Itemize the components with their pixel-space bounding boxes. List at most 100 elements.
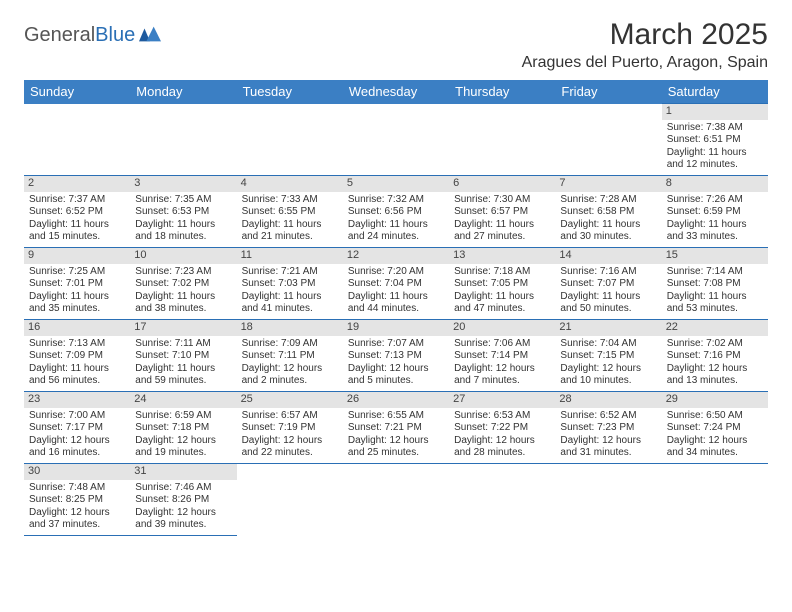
day-cell: 23Sunrise: 7:00 AMSunset: 7:17 PMDayligh…	[24, 392, 130, 464]
sunset-text: Sunset: 7:13 PM	[348, 350, 444, 363]
empty-cell	[343, 464, 449, 536]
sunrise-text: Sunrise: 7:06 AM	[454, 338, 550, 351]
day-details: Sunrise: 7:18 AMSunset: 7:05 PMDaylight:…	[453, 266, 551, 316]
daylight-text: Daylight: 11 hours and 59 minutes.	[135, 363, 231, 388]
empty-cell	[662, 464, 768, 536]
day-cell: 14 Sunrise: 7:16 AMSunset: 7:07 PMDayligh…	[555, 248, 661, 320]
day-number: 7	[555, 176, 661, 192]
day-number: 3	[130, 176, 236, 192]
day-number: 6	[449, 176, 555, 192]
day-details: Sunrise: 7:09 AMSunset: 7:11 PMDaylight:…	[241, 338, 339, 388]
day-details: Sunrise: 7:11 AMSunset: 7:10 PMDaylight:…	[134, 338, 232, 388]
day-details: Sunrise: 6:55 AMSunset: 7:21 PMDaylight:…	[347, 410, 445, 460]
daylight-text: Daylight: 11 hours and 47 minutes.	[454, 291, 550, 316]
weekday-header: Friday	[555, 80, 661, 104]
sunrise-text: Sunrise: 7:38 AM	[667, 122, 763, 135]
daylight-text: Daylight: 12 hours and 19 minutes.	[135, 435, 231, 460]
day-number: 1	[662, 104, 768, 120]
month-title: March 2025	[522, 18, 768, 52]
flag-icon	[139, 26, 161, 42]
daylight-text: Daylight: 12 hours and 2 minutes.	[242, 363, 338, 388]
sunset-text: Sunset: 8:26 PM	[135, 494, 231, 507]
day-cell: 31Sunrise: 7:46 AMSunset: 8:26 PMDayligh…	[130, 464, 236, 536]
day-details: Sunrise: 7:04 AMSunset: 7:15 PMDaylight:…	[559, 338, 657, 388]
sunrise-text: Sunrise: 7:28 AM	[560, 194, 656, 207]
day-details: Sunrise: 7:28 AMSunset: 6:58 PMDaylight:…	[559, 194, 657, 244]
day-number: 8	[662, 176, 768, 192]
day-details: Sunrise: 7:21 AMSunset: 7:03 PMDaylight:…	[241, 266, 339, 316]
sunset-text: Sunset: 6:52 PM	[29, 206, 125, 219]
daylight-text: Daylight: 12 hours and 25 minutes.	[348, 435, 444, 460]
sunrise-text: Sunrise: 6:59 AM	[135, 410, 231, 423]
empty-cell	[237, 464, 343, 536]
day-cell: 27Sunrise: 6:53 AMSunset: 7:22 PMDayligh…	[449, 392, 555, 464]
day-cell: 2Sunrise: 7:37 AMSunset: 6:52 PMDaylight…	[24, 176, 130, 248]
sunset-text: Sunset: 7:18 PM	[135, 422, 231, 435]
day-cell: 15Sunrise: 7:14 AMSunset: 7:08 PMDayligh…	[662, 248, 768, 320]
daylight-text: Daylight: 11 hours and 38 minutes.	[135, 291, 231, 316]
sunset-text: Sunset: 7:10 PM	[135, 350, 231, 363]
sunrise-text: Sunrise: 7:37 AM	[29, 194, 125, 207]
sunrise-text: Sunrise: 7:48 AM	[29, 482, 125, 495]
day-details: Sunrise: 6:53 AMSunset: 7:22 PMDaylight:…	[453, 410, 551, 460]
daylight-text: Daylight: 11 hours and 41 minutes.	[242, 291, 338, 316]
day-number: 4	[237, 176, 343, 192]
sunset-text: Sunset: 7:09 PM	[29, 350, 125, 363]
calendar-row: 16Sunrise: 7:13 AMSunset: 7:09 PMDayligh…	[24, 320, 768, 392]
day-details: Sunrise: 7:16 AMSunset: 7:07 PMDaylight:…	[559, 266, 657, 316]
day-details: Sunrise: 7:48 AMSunset: 8:25 PMDaylight:…	[28, 482, 126, 532]
sunrise-text: Sunrise: 7:35 AM	[135, 194, 231, 207]
logo-text-general: General	[24, 24, 95, 46]
sunset-text: Sunset: 7:05 PM	[454, 278, 550, 291]
daylight-text: Daylight: 11 hours and 27 minutes.	[454, 219, 550, 244]
weekday-header: Monday	[130, 80, 236, 104]
day-details: Sunrise: 7:06 AMSunset: 7:14 PMDaylight:…	[453, 338, 551, 388]
day-number: 22	[662, 320, 768, 336]
day-details: Sunrise: 7:46 AMSunset: 8:26 PMDaylight:…	[134, 482, 232, 532]
day-details: Sunrise: 6:52 AMSunset: 7:23 PMDaylight:…	[559, 410, 657, 460]
sunrise-text: Sunrise: 7:26 AM	[667, 194, 763, 207]
sunrise-text: Sunrise: 6:55 AM	[348, 410, 444, 423]
sunrise-text: Sunrise: 7:21 AM	[242, 266, 338, 279]
sunrise-text: Sunrise: 7:00 AM	[29, 410, 125, 423]
sunset-text: Sunset: 7:11 PM	[242, 350, 338, 363]
day-number: 17	[130, 320, 236, 336]
empty-cell	[555, 464, 661, 536]
sunset-text: Sunset: 7:15 PM	[560, 350, 656, 363]
day-cell: 11Sunrise: 7:21 AMSunset: 7:03 PMDayligh…	[237, 248, 343, 320]
day-details: Sunrise: 7:37 AMSunset: 6:52 PMDaylight:…	[28, 194, 126, 244]
sunset-text: Sunset: 7:23 PM	[560, 422, 656, 435]
sunrise-text: Sunrise: 7:09 AM	[242, 338, 338, 351]
sunrise-text: Sunrise: 6:57 AM	[242, 410, 338, 423]
sunset-text: Sunset: 7:21 PM	[348, 422, 444, 435]
weekday-header: Wednesday	[343, 80, 449, 104]
day-number: 9	[24, 248, 130, 264]
day-number: 14	[555, 248, 661, 264]
day-number: 26	[343, 392, 449, 408]
day-cell: 20Sunrise: 7:06 AMSunset: 7:14 PMDayligh…	[449, 320, 555, 392]
sunrise-text: Sunrise: 7:32 AM	[348, 194, 444, 207]
day-cell: 12Sunrise: 7:20 AMSunset: 7:04 PMDayligh…	[343, 248, 449, 320]
sunrise-text: Sunrise: 7:20 AM	[348, 266, 444, 279]
day-cell: 24 Sunrise: 6:59 AMSunset: 7:18 PMDayligh…	[130, 392, 236, 464]
sunset-text: Sunset: 6:56 PM	[348, 206, 444, 219]
day-details: Sunrise: 7:32 AMSunset: 6:56 PMDaylight:…	[347, 194, 445, 244]
day-details: Sunrise: 6:57 AMSunset: 7:19 PMDaylight:…	[241, 410, 339, 460]
sunrise-text: Sunrise: 7:16 AM	[560, 266, 656, 279]
sunset-text: Sunset: 8:25 PM	[29, 494, 125, 507]
header: GeneralBlue March 2025 Aragues del Puert…	[24, 18, 768, 72]
calendar-row: 1Sunrise: 7:38 AMSunset: 6:51 PMDaylight…	[24, 104, 768, 176]
sunrise-text: Sunrise: 7:11 AM	[135, 338, 231, 351]
day-number: 25	[237, 392, 343, 408]
day-number: 13	[449, 248, 555, 264]
empty-cell	[343, 104, 449, 176]
empty-cell	[24, 104, 130, 176]
sunrise-text: Sunrise: 7:18 AM	[454, 266, 550, 279]
empty-cell	[555, 104, 661, 176]
sunset-text: Sunset: 7:01 PM	[29, 278, 125, 291]
day-cell: 28Sunrise: 6:52 AMSunset: 7:23 PMDayligh…	[555, 392, 661, 464]
day-number: 18	[237, 320, 343, 336]
day-number: 24	[130, 392, 236, 408]
empty-cell	[237, 104, 343, 176]
sunset-text: Sunset: 7:14 PM	[454, 350, 550, 363]
